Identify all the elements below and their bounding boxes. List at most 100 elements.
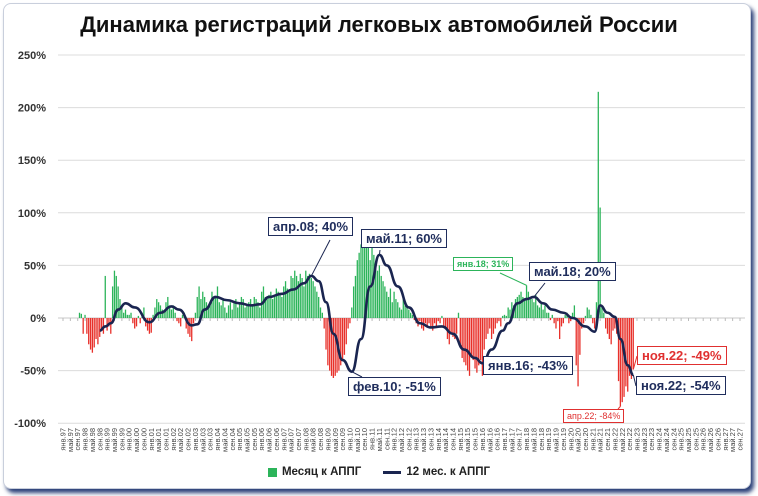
bar [216, 286, 219, 318]
bar [393, 291, 395, 318]
bar [470, 318, 473, 355]
bar [314, 286, 316, 318]
bar [97, 318, 99, 345]
annotation-connector [351, 371, 363, 378]
bar [207, 307, 209, 318]
bar [340, 318, 342, 366]
x-tick-label: май.06 [265, 428, 274, 452]
x-tick-label: май.20 [574, 428, 583, 452]
x-tick-label: янв.18 [522, 428, 531, 451]
bar [595, 302, 598, 318]
bar [172, 305, 174, 318]
bar [564, 314, 566, 318]
x-tick-label: май.13 [419, 428, 428, 452]
bar [490, 318, 493, 340]
bar [277, 291, 279, 318]
x-tick-label: май.14 [441, 428, 450, 452]
x-tick-label: сен.17 [515, 428, 524, 451]
bar [78, 312, 81, 318]
y-tick-label: 150% [18, 155, 46, 167]
x-tick-label: сен.08 [316, 428, 325, 451]
x-tick-label: сен.03 [206, 428, 215, 451]
bar [321, 312, 323, 318]
bar [498, 318, 500, 322]
bar [95, 318, 97, 340]
bar [575, 318, 577, 366]
bar [582, 318, 585, 324]
bar [352, 286, 355, 318]
x-tick-label: сен.21 [603, 428, 612, 451]
x-tick-label: янв.14 [434, 428, 443, 451]
bar [452, 318, 454, 337]
bar [259, 307, 261, 318]
bar [577, 318, 579, 387]
bar [150, 318, 152, 333]
bar [549, 318, 552, 321]
bar [273, 296, 276, 318]
bar [621, 318, 623, 403]
bar [209, 305, 211, 318]
bar [214, 296, 217, 318]
bar [316, 291, 318, 318]
bar [457, 312, 460, 318]
x-tick-label: май.08 [309, 428, 318, 452]
bar [378, 265, 381, 318]
bar [288, 291, 290, 318]
bar [283, 286, 285, 318]
bar [338, 318, 340, 371]
bar [89, 318, 92, 350]
bar [397, 302, 399, 318]
bar [115, 275, 117, 318]
bar [614, 318, 616, 329]
bar [176, 318, 178, 322]
x-tick-label: май.12 [397, 428, 406, 452]
bar [437, 318, 439, 322]
x-tick-label: май.16 [485, 428, 494, 452]
x-tick-label: янв.05 [235, 428, 244, 451]
legend-item-12m: 12 мес. к АППГ [383, 466, 490, 478]
bar [559, 318, 561, 340]
bar [134, 318, 136, 329]
bar [185, 318, 187, 329]
bar [467, 318, 469, 371]
x-tick-label: май.17 [507, 428, 516, 452]
bar [430, 318, 432, 329]
x-tick-label: сен.02 [184, 428, 193, 451]
bar [413, 318, 415, 321]
annotation-label: апр.08; 40% [268, 217, 354, 236]
bar [266, 299, 268, 318]
bar [409, 312, 412, 318]
x-tick-label: янв.17 [500, 428, 509, 451]
bar [126, 314, 128, 318]
bar [163, 312, 165, 318]
bar [152, 314, 154, 318]
bar [224, 307, 226, 318]
bar [310, 278, 312, 318]
x-tick-label: сен.98 [95, 428, 104, 451]
bar [191, 318, 193, 342]
bar [121, 307, 123, 318]
x-tick-label: сен.18 [537, 428, 546, 451]
bar [450, 318, 452, 334]
x-tick-label: май.18 [529, 428, 538, 452]
x-tick-label: янв.04 [213, 428, 222, 451]
bar [472, 318, 474, 361]
x-tick-label: сен.00 [139, 428, 148, 451]
y-tick-label: 250% [18, 50, 46, 62]
bar [474, 318, 476, 369]
bar [82, 318, 84, 334]
x-tick-label: май.00 [132, 428, 141, 452]
bar [570, 318, 572, 322]
bar [294, 270, 296, 318]
bar [268, 294, 270, 318]
x-tick-label: янв.19 [544, 428, 553, 451]
y-tick-label: 50% [24, 260, 46, 272]
bar [465, 318, 467, 366]
bar [630, 318, 633, 380]
line-12m [99, 253, 634, 377]
bar [428, 318, 430, 324]
bar [590, 314, 592, 318]
annotation-connector [632, 355, 638, 370]
bar [369, 260, 371, 318]
